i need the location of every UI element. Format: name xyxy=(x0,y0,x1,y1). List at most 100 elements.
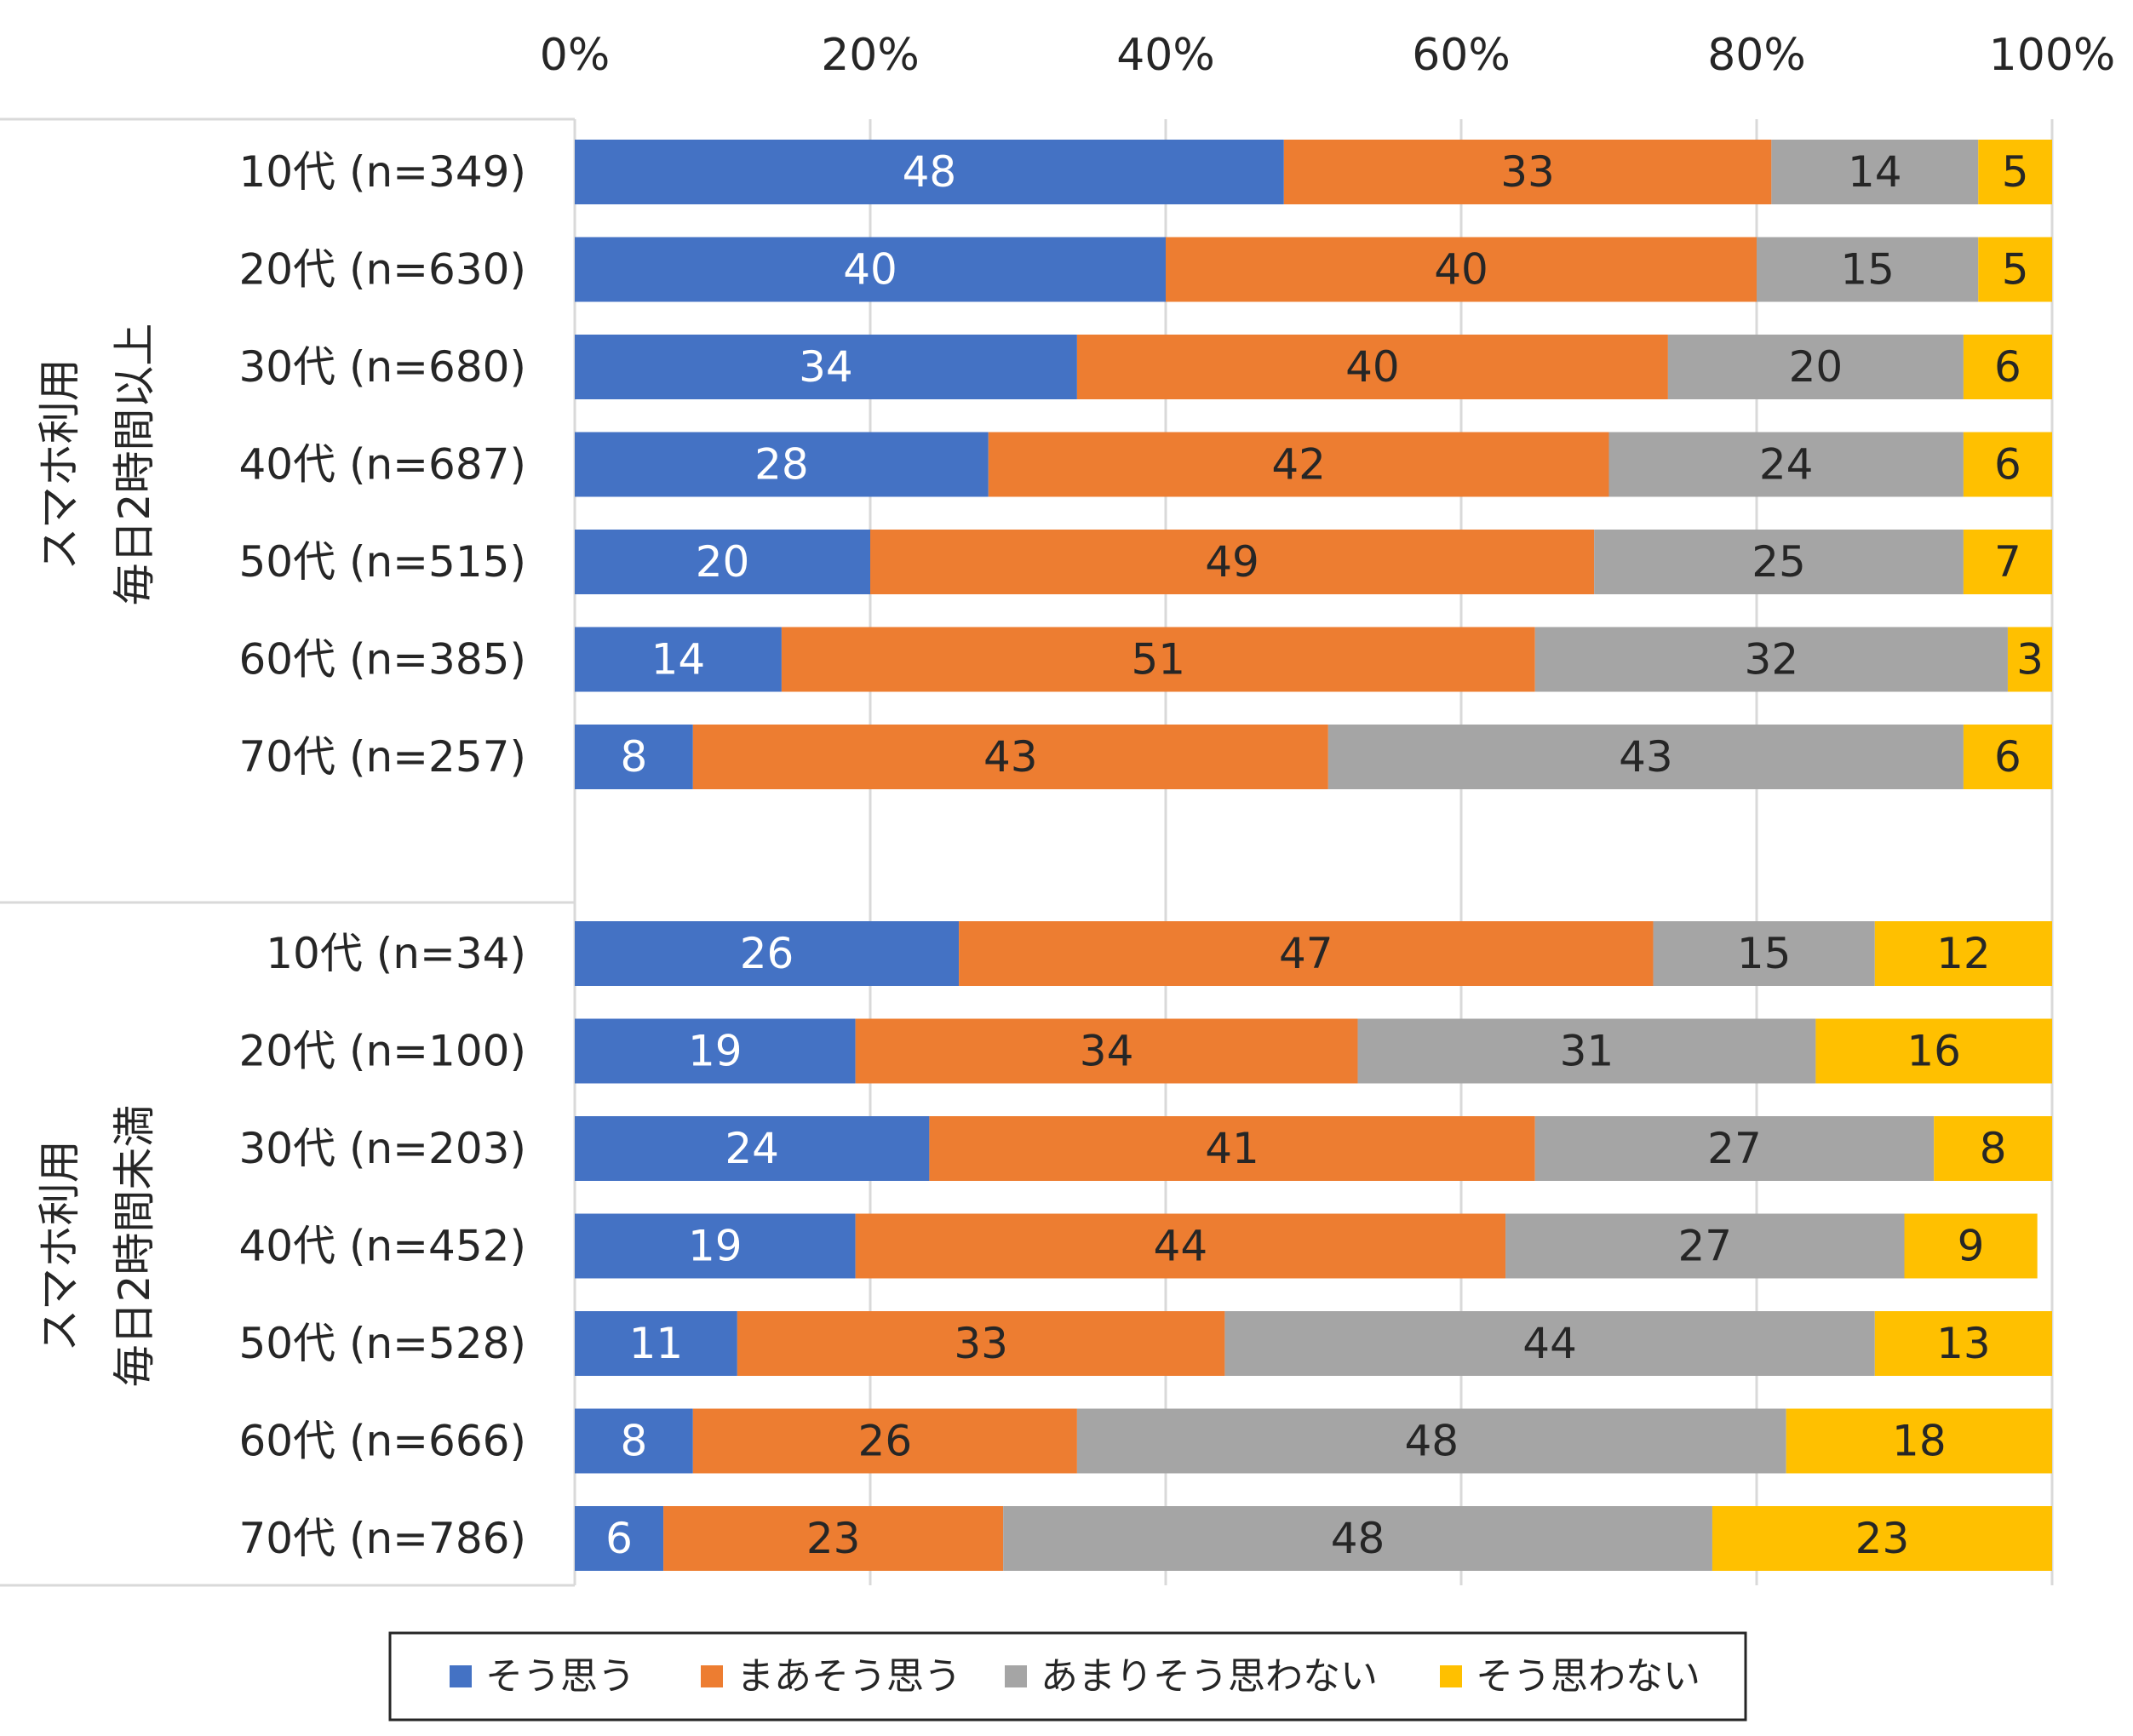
data-label: 32 xyxy=(1745,635,1799,685)
bar-segment xyxy=(737,1311,1225,1376)
bars: 48 33 14 5 40 40 15 5 34 40 20 6 28 42 24 6 20 49 25 7 14 51 3… xyxy=(575,140,2052,1571)
bar-segment xyxy=(1786,1408,2052,1474)
bar-segment xyxy=(663,1506,1004,1571)
bar-segment xyxy=(870,530,1595,594)
bar-segment xyxy=(1815,1018,2052,1084)
bar-segment xyxy=(781,627,1535,692)
data-label: 5 xyxy=(2002,147,2029,197)
data-label: 25 xyxy=(1752,537,1806,587)
data-label: 31 xyxy=(1560,1027,1614,1076)
x-tick-label: 60% xyxy=(1412,30,1511,81)
legend-swatch xyxy=(450,1665,472,1687)
bar-segment xyxy=(1505,1213,1905,1279)
legend-label: まあそう思う xyxy=(737,1655,961,1699)
bar-segment xyxy=(1978,237,2052,302)
row-label: 60代 (n=666) xyxy=(238,1417,526,1466)
legend-label: そう思わない xyxy=(1476,1655,1700,1699)
bar-segment xyxy=(575,1506,664,1571)
data-label: 11 xyxy=(629,1319,684,1368)
legend-swatch xyxy=(701,1665,723,1687)
legend-swatch xyxy=(1440,1665,1462,1687)
bar-segment xyxy=(1963,432,2052,497)
bar-segment xyxy=(575,432,989,497)
data-label: 23 xyxy=(806,1514,861,1563)
bar-segment xyxy=(575,921,960,986)
row-label: 30代 (n=203) xyxy=(238,1124,526,1173)
data-label: 20 xyxy=(1789,342,1843,392)
data-label: 44 xyxy=(1522,1319,1577,1368)
bar-segment xyxy=(1667,335,1964,399)
data-label: 19 xyxy=(688,1222,743,1271)
bar-segment xyxy=(1283,140,1772,204)
row-label: 20代 (n=100) xyxy=(238,1027,526,1076)
bar-segment xyxy=(855,1018,1358,1084)
x-axis-ticks: 0% 20% 40% 60% 80% 100% xyxy=(540,30,2116,81)
bar-segment xyxy=(959,921,1654,986)
data-label: 28 xyxy=(754,440,809,490)
data-label: 44 xyxy=(1154,1222,1208,1271)
data-label: 23 xyxy=(1855,1514,1910,1563)
bar-segment xyxy=(1003,1506,1712,1571)
data-label: 6 xyxy=(1994,732,2021,782)
bar-segment xyxy=(575,1311,737,1376)
bar-segment xyxy=(1327,725,1964,789)
bar-segment xyxy=(1934,1116,2052,1181)
bar-segment xyxy=(1357,1018,1816,1084)
data-label: 42 xyxy=(1271,440,1326,490)
bar-segment xyxy=(1653,921,1875,986)
data-label: 15 xyxy=(1737,929,1792,978)
data-label: 24 xyxy=(725,1124,779,1173)
bar-segment xyxy=(855,1213,1506,1279)
data-label: 14 xyxy=(1848,147,1902,197)
data-label: 6 xyxy=(1994,342,2021,392)
data-label: 3 xyxy=(2016,635,2044,685)
legend-label: あまりそう思わない xyxy=(1041,1655,1378,1699)
group-label: スマホ利用 xyxy=(35,1140,84,1352)
bar-segment xyxy=(692,1408,1077,1474)
bar-segment xyxy=(1594,530,1964,594)
group-label: スマホ利用 xyxy=(35,358,84,570)
data-label: 20 xyxy=(696,537,750,587)
bar-segment xyxy=(575,1213,856,1279)
data-label: 43 xyxy=(1619,732,1673,782)
bar-segment xyxy=(575,1018,856,1084)
data-label: 27 xyxy=(1707,1124,1762,1173)
data-label: 34 xyxy=(1080,1027,1134,1076)
bar-segment xyxy=(929,1116,1535,1181)
x-tick-label: 80% xyxy=(1707,30,1806,81)
bar-segment xyxy=(1874,921,2052,986)
data-label: 51 xyxy=(1132,635,1186,685)
bar-segment xyxy=(1963,725,2052,789)
x-tick-label: 100% xyxy=(1989,30,2116,81)
bar-segment xyxy=(1608,432,1964,497)
data-label: 18 xyxy=(1892,1417,1947,1466)
data-label: 40 xyxy=(843,245,897,295)
data-label: 24 xyxy=(1759,440,1814,490)
data-label: 9 xyxy=(1958,1222,1985,1271)
data-label: 33 xyxy=(1500,147,1555,197)
bar-segment xyxy=(1076,335,1668,399)
row-label: 60代 (n=385) xyxy=(238,635,526,685)
bar-segment xyxy=(575,1116,930,1181)
x-tick-label: 0% xyxy=(540,30,611,81)
data-label: 5 xyxy=(2002,245,2029,295)
data-label: 40 xyxy=(1434,245,1488,295)
row-label: 40代 (n=687) xyxy=(238,440,526,490)
data-label: 14 xyxy=(651,635,706,685)
bar-segment xyxy=(1534,1116,1935,1181)
data-label: 41 xyxy=(1205,1124,1259,1173)
bar-segment xyxy=(1166,237,1757,302)
data-label: 43 xyxy=(983,732,1038,782)
bar-segment xyxy=(1757,237,1979,302)
data-label: 6 xyxy=(605,1514,633,1563)
bar-segment xyxy=(692,725,1328,789)
row-label: 70代 (n=257) xyxy=(238,732,526,782)
row-label: 10代 (n=34) xyxy=(266,929,526,978)
data-label: 49 xyxy=(1205,537,1259,587)
data-label: 27 xyxy=(1677,1222,1732,1271)
data-label: 15 xyxy=(1840,245,1895,295)
bar-segment xyxy=(1076,1408,1786,1474)
data-label: 8 xyxy=(620,732,647,782)
bar-segment xyxy=(575,140,1284,204)
